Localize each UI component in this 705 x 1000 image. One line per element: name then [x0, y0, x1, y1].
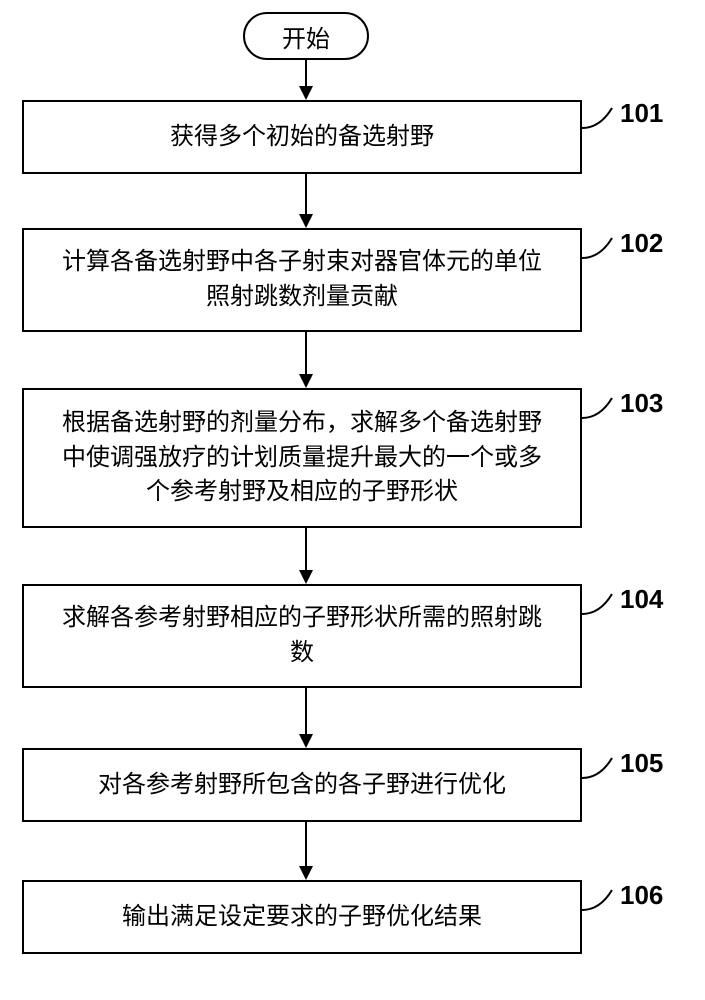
step-number-105: 105: [620, 748, 663, 779]
arrow-line: [305, 822, 307, 868]
flowchart-container: 开始 获得多个初始的备选射野 101 计算各备选射野中各子射束对器官体元的单位 …: [0, 0, 705, 1000]
step-text-wrap: 计算各备选射野中各子射束对器官体元的单位 照射跳数剂量贡献: [62, 245, 542, 315]
arrow-line: [305, 688, 307, 736]
label-connector: [582, 886, 618, 914]
step-number-106: 106: [620, 880, 663, 911]
label-connector: [582, 590, 618, 618]
step-text: 获得多个初始的备选射野: [170, 120, 434, 155]
process-step-102: 计算各备选射野中各子射束对器官体元的单位 照射跳数剂量贡献: [22, 228, 582, 332]
process-step-104: 求解各参考射野相应的子野形状所需的照射跳 数: [22, 584, 582, 688]
step-number-101: 101: [620, 98, 663, 129]
step-number-104: 104: [620, 584, 663, 615]
arrow-head: [299, 374, 313, 388]
label-connector: [582, 234, 618, 262]
process-step-103: 根据备选射野的剂量分布，求解多个备选射野 中使调强放疗的计划质量提升最大的一个或…: [22, 388, 582, 528]
arrow-head: [299, 86, 313, 100]
start-label: 开始: [282, 19, 330, 54]
label-connector: [582, 394, 618, 422]
label-connector: [582, 104, 618, 132]
process-step-105: 对各参考射野所包含的各子野进行优化: [22, 748, 582, 822]
arrow-head: [299, 570, 313, 584]
arrow-line: [305, 174, 307, 216]
arrow-head: [299, 214, 313, 228]
step-text: 输出满足设定要求的子野优化结果: [122, 900, 482, 935]
process-step-101: 获得多个初始的备选射野: [22, 100, 582, 174]
start-node: 开始: [243, 12, 369, 60]
step-text-wrap: 根据备选射野的剂量分布，求解多个备选射野 中使调强放疗的计划质量提升最大的一个或…: [62, 406, 542, 510]
step-text-wrap: 求解各参考射野相应的子野形状所需的照射跳 数: [62, 601, 542, 671]
arrow-head: [299, 734, 313, 748]
arrow-line: [305, 528, 307, 572]
arrow-line: [305, 332, 307, 376]
step-number-103: 103: [620, 388, 663, 419]
label-connector: [582, 754, 618, 782]
step-text: 对各参考射野所包含的各子野进行优化: [98, 768, 506, 803]
process-step-106: 输出满足设定要求的子野优化结果: [22, 880, 582, 954]
arrow-head: [299, 866, 313, 880]
arrow-line: [305, 60, 307, 88]
step-number-102: 102: [620, 228, 663, 259]
